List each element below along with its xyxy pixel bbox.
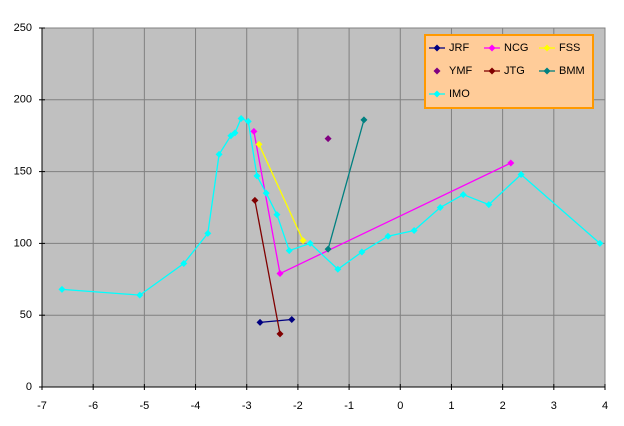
x-tick-label: -2 bbox=[293, 400, 303, 412]
y-tick-label: 150 bbox=[14, 166, 32, 178]
legend-marker bbox=[543, 67, 551, 75]
legend-box bbox=[424, 34, 594, 109]
data-point bbox=[237, 114, 245, 122]
data-point bbox=[251, 196, 259, 204]
x-tick-label: -6 bbox=[88, 400, 98, 412]
y-tick-label: 0 bbox=[26, 381, 32, 393]
x-tick-label: 2 bbox=[500, 400, 506, 412]
data-point bbox=[285, 247, 293, 255]
data-point bbox=[244, 117, 252, 125]
legend-label: FSS bbox=[559, 42, 580, 54]
data-point bbox=[485, 201, 493, 209]
y-tick-label: 250 bbox=[14, 22, 32, 34]
data-point bbox=[276, 270, 284, 278]
data-point bbox=[231, 129, 239, 137]
data-point bbox=[255, 140, 263, 148]
series-line bbox=[259, 318, 292, 324]
legend-marker bbox=[488, 67, 496, 75]
data-point bbox=[299, 237, 307, 245]
x-tick-label: 4 bbox=[602, 400, 608, 412]
data-point bbox=[360, 116, 368, 124]
data-point bbox=[324, 135, 332, 143]
legend-label: JTG bbox=[504, 65, 525, 77]
y-tick-label: 100 bbox=[14, 237, 32, 249]
x-tick-label: 3 bbox=[551, 400, 557, 412]
data-point bbox=[256, 318, 264, 326]
legend-marker bbox=[543, 44, 551, 52]
legend-label: NCG bbox=[504, 42, 528, 54]
data-point bbox=[459, 191, 467, 199]
data-point bbox=[180, 260, 188, 268]
x-tick-label: 1 bbox=[448, 400, 454, 412]
data-point bbox=[250, 127, 258, 135]
x-tick-label: -5 bbox=[139, 400, 149, 412]
x-tick-label: -3 bbox=[242, 400, 252, 412]
legend-label: IMO bbox=[449, 88, 470, 100]
data-point bbox=[517, 170, 525, 178]
data-point bbox=[262, 189, 270, 197]
y-tick-label: 200 bbox=[14, 94, 32, 106]
data-point bbox=[384, 232, 392, 240]
series-line bbox=[258, 144, 304, 241]
x-tick-label: -7 bbox=[37, 400, 47, 412]
data-point bbox=[273, 211, 281, 219]
legend-marker bbox=[433, 44, 441, 52]
legend-label: JRF bbox=[449, 42, 469, 54]
legend-label: BMM bbox=[559, 65, 585, 77]
series-line bbox=[254, 200, 281, 334]
y-tick-label: 50 bbox=[20, 309, 32, 321]
data-point bbox=[253, 172, 261, 180]
legend: JRF NCG FSS YMF JTG BMM IMO bbox=[424, 34, 594, 109]
data-point bbox=[58, 285, 66, 293]
x-tick-label: -4 bbox=[191, 400, 201, 412]
data-point bbox=[306, 239, 314, 247]
data-point bbox=[324, 245, 332, 253]
series-line bbox=[327, 119, 365, 250]
data-point bbox=[288, 316, 296, 324]
data-point bbox=[596, 239, 604, 247]
data-point bbox=[410, 226, 418, 234]
x-tick-label: 0 bbox=[397, 400, 403, 412]
data-point bbox=[436, 204, 444, 211]
legend-marker bbox=[488, 44, 496, 52]
legend-marker bbox=[433, 67, 441, 75]
data-point bbox=[204, 229, 212, 237]
data-point bbox=[358, 248, 366, 256]
data-point bbox=[507, 159, 515, 167]
data-point bbox=[136, 291, 144, 299]
x-tick-label: -1 bbox=[344, 400, 354, 412]
data-point bbox=[276, 330, 284, 338]
legend-marker bbox=[433, 90, 441, 98]
legend-label: YMF bbox=[449, 65, 473, 77]
data-point bbox=[215, 150, 223, 158]
data-point bbox=[334, 265, 342, 273]
